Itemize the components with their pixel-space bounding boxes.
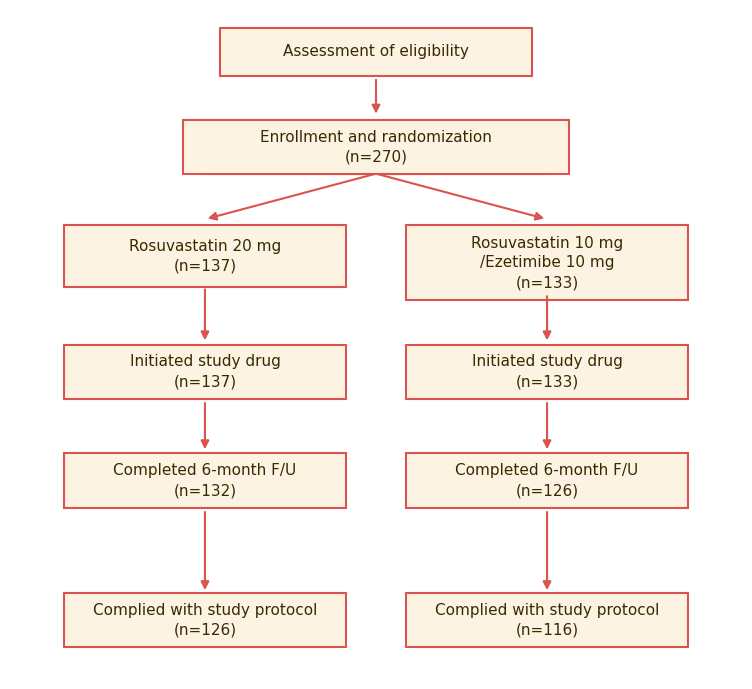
Text: Assessment of eligibility: Assessment of eligibility (283, 44, 469, 59)
Text: Rosuvastatin 20 mg
(n=137): Rosuvastatin 20 mg (n=137) (129, 238, 281, 274)
Text: Completed 6-month F/U
(n=132): Completed 6-month F/U (n=132) (114, 463, 296, 498)
FancyBboxPatch shape (406, 225, 688, 300)
Text: Initiated study drug
(n=137): Initiated study drug (n=137) (129, 354, 280, 389)
Text: Rosuvastatin 10 mg
/Ezetimibe 10 mg
(n=133): Rosuvastatin 10 mg /Ezetimibe 10 mg (n=1… (471, 236, 623, 290)
Text: Completed 6-month F/U
(n=126): Completed 6-month F/U (n=126) (456, 463, 638, 498)
FancyBboxPatch shape (406, 344, 688, 399)
FancyBboxPatch shape (64, 453, 346, 508)
FancyBboxPatch shape (64, 593, 346, 648)
FancyBboxPatch shape (64, 344, 346, 399)
FancyBboxPatch shape (64, 225, 346, 287)
FancyBboxPatch shape (406, 593, 688, 648)
FancyBboxPatch shape (183, 120, 569, 174)
FancyBboxPatch shape (406, 453, 688, 508)
Text: Enrollment and randomization
(n=270): Enrollment and randomization (n=270) (260, 130, 492, 165)
Text: Initiated study drug
(n=133): Initiated study drug (n=133) (472, 354, 623, 389)
Text: Complied with study protocol
(n=126): Complied with study protocol (n=126) (92, 603, 317, 637)
FancyBboxPatch shape (220, 28, 532, 76)
Text: Complied with study protocol
(n=116): Complied with study protocol (n=116) (435, 603, 660, 637)
